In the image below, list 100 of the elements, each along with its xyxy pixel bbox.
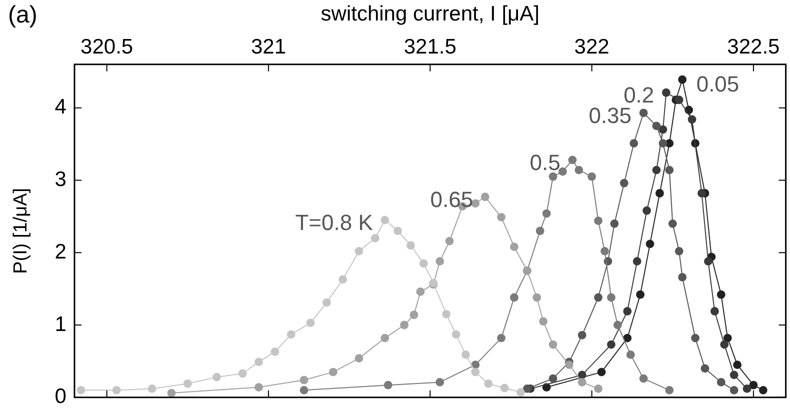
point — [406, 241, 415, 250]
point — [394, 226, 402, 236]
point — [742, 384, 752, 393]
point — [698, 189, 706, 198]
point — [578, 378, 586, 386]
point — [674, 246, 684, 256]
point — [600, 246, 609, 256]
point — [338, 275, 348, 284]
y-tick-label: 1 — [54, 312, 66, 336]
point — [306, 318, 315, 328]
point — [497, 334, 506, 342]
y-tick-label: 2 — [54, 240, 66, 264]
point — [639, 108, 648, 118]
point — [300, 386, 308, 394]
point — [462, 350, 470, 359]
point — [510, 242, 518, 252]
point — [442, 310, 451, 318]
point — [480, 192, 490, 202]
x-axis-title: switching current, I [μA] — [320, 2, 540, 26]
point — [254, 358, 263, 366]
y-tick-label: 3 — [54, 168, 66, 192]
x-tick-label: 321 — [250, 36, 286, 59]
point — [607, 340, 616, 349]
point — [183, 379, 192, 388]
point — [354, 354, 364, 363]
point — [410, 310, 418, 320]
point — [212, 372, 221, 382]
point — [597, 368, 606, 376]
x-tick-label: 322.5 — [727, 36, 780, 59]
point — [733, 360, 742, 370]
series-label: T=0.8 K — [295, 210, 374, 236]
text: (a) — [8, 2, 38, 29]
point — [497, 212, 506, 222]
point — [558, 167, 567, 176]
point — [112, 386, 121, 394]
point — [716, 290, 726, 299]
point — [286, 330, 296, 339]
point — [436, 378, 444, 386]
point — [662, 88, 670, 97]
point — [678, 273, 687, 282]
point — [578, 330, 586, 340]
point — [642, 206, 651, 215]
point — [658, 125, 668, 134]
point — [532, 293, 542, 302]
point — [626, 350, 635, 359]
point — [436, 257, 444, 266]
point — [674, 96, 684, 104]
point — [76, 386, 86, 394]
point — [758, 386, 768, 394]
point — [238, 369, 247, 378]
point — [730, 386, 738, 394]
point — [704, 257, 712, 266]
point — [639, 374, 648, 383]
point — [548, 172, 558, 181]
point — [564, 360, 574, 370]
point — [380, 334, 390, 342]
series-label: 0.05 — [696, 72, 740, 97]
x-tick-label: 320.5 — [80, 36, 134, 59]
point — [678, 75, 687, 84]
point — [500, 384, 509, 392]
point — [254, 383, 263, 392]
point — [574, 166, 584, 174]
point — [270, 348, 280, 356]
point — [419, 259, 428, 268]
point — [723, 334, 732, 342]
point — [588, 172, 596, 181]
point — [542, 209, 551, 218]
y-axis-title: P(I) [1/μA] — [10, 188, 32, 274]
point — [688, 115, 696, 124]
point — [668, 219, 677, 228]
point — [594, 293, 602, 302]
point — [720, 340, 729, 349]
point — [607, 293, 616, 302]
point — [380, 216, 390, 224]
point — [370, 234, 380, 242]
point — [620, 178, 628, 188]
point — [632, 257, 642, 266]
point — [148, 384, 156, 393]
point — [536, 226, 544, 236]
point — [623, 307, 632, 316]
point — [691, 334, 700, 342]
y-tick-label: 4 — [54, 96, 67, 119]
point — [594, 216, 602, 225]
point — [710, 307, 719, 316]
point — [730, 370, 738, 380]
point — [516, 388, 525, 397]
point — [548, 340, 558, 349]
point — [471, 368, 480, 376]
point — [384, 380, 392, 390]
point — [658, 139, 668, 148]
x-tick-label: 322 — [574, 36, 610, 59]
point — [416, 288, 425, 296]
point — [328, 368, 338, 376]
point — [652, 166, 661, 174]
point — [613, 320, 622, 330]
point — [749, 380, 758, 390]
point — [594, 384, 602, 393]
point — [636, 290, 644, 299]
point — [445, 236, 454, 246]
point — [656, 189, 664, 198]
